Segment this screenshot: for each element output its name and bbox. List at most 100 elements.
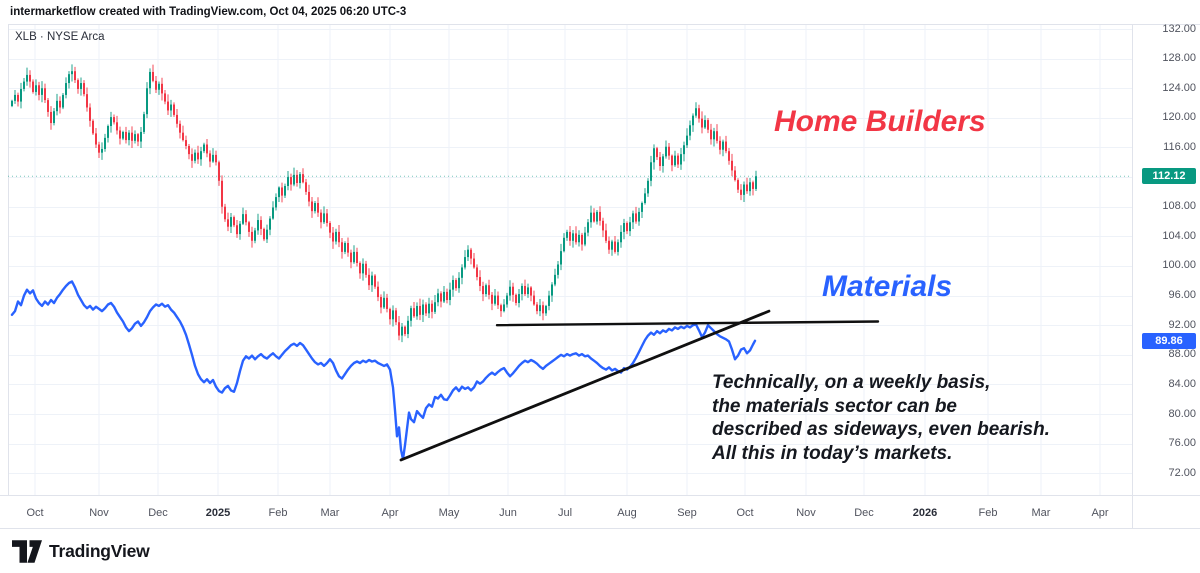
candle	[221, 175, 223, 214]
plot-frame	[0, 24, 1200, 529]
candle	[443, 286, 445, 303]
price-tick-label: 124.00	[1162, 81, 1196, 94]
candle	[503, 299, 505, 313]
candle	[122, 130, 124, 141]
trendline-drawing[interactable]	[399, 309, 771, 462]
price-tick-label: 108.00	[1162, 200, 1196, 213]
candle	[485, 283, 487, 297]
candle	[395, 307, 397, 326]
candle	[653, 144, 655, 170]
candle	[290, 173, 292, 191]
candle	[533, 290, 535, 306]
candle	[752, 180, 754, 196]
candle	[326, 208, 328, 227]
candle	[371, 271, 373, 292]
candle	[317, 197, 319, 217]
candle	[68, 71, 70, 89]
candle	[611, 239, 613, 256]
candle	[431, 300, 433, 319]
candle	[683, 141, 685, 162]
candle	[671, 154, 673, 172]
candle	[716, 124, 718, 144]
candle	[539, 299, 541, 317]
candle	[686, 128, 688, 149]
candle	[242, 207, 244, 225]
candle	[677, 153, 679, 168]
candle	[95, 128, 97, 148]
candle	[107, 124, 109, 143]
candle	[215, 150, 217, 166]
candle	[173, 102, 175, 117]
candle	[662, 153, 664, 173]
candle	[392, 305, 394, 327]
candle	[296, 170, 298, 187]
annotation-text[interactable]: Technically, on a weekly basis, the mate…	[712, 372, 1050, 464]
candle	[248, 220, 250, 237]
tradingview-logo-text: TradingView	[49, 541, 150, 561]
candle	[728, 148, 730, 165]
series-label-home-builders[interactable]: Home Builders	[774, 105, 986, 138]
candle	[140, 126, 142, 149]
candle	[692, 113, 694, 132]
candle	[746, 177, 748, 194]
candle	[377, 281, 379, 302]
candle	[263, 227, 265, 242]
candle	[398, 315, 400, 341]
trendline-drawing[interactable]	[495, 320, 880, 327]
candle	[428, 297, 430, 318]
time-tick-label: Nov	[796, 507, 816, 519]
price-tick-label: 120.00	[1162, 111, 1196, 124]
candle	[56, 93, 58, 116]
candle	[230, 213, 232, 234]
candle	[359, 261, 361, 279]
candle	[89, 103, 91, 127]
time-tick-label: Dec	[854, 507, 874, 519]
price-tick-label: 76.00	[1168, 437, 1196, 450]
candles-series-home-builders	[11, 64, 757, 343]
candle	[572, 230, 574, 248]
candle	[560, 243, 562, 271]
tradingview-logo[interactable]: TradingView	[12, 540, 150, 563]
price-tick-label: 132.00	[1162, 22, 1196, 35]
candle	[413, 302, 415, 318]
last-price-badge-materials: 89.86	[1142, 333, 1196, 350]
candle	[350, 249, 352, 269]
candle	[518, 288, 520, 308]
candle	[284, 183, 286, 199]
candle	[416, 302, 418, 320]
series-label-materials[interactable]: Materials	[822, 270, 953, 303]
candle	[626, 221, 628, 235]
symbol-title: XLB · NYSE Arca	[15, 31, 105, 43]
candle	[605, 223, 607, 244]
candle	[92, 119, 94, 135]
time-tick-label: Sep	[677, 507, 697, 519]
candle	[608, 236, 610, 254]
price-tick-label: 88.00	[1168, 348, 1196, 361]
candle	[599, 206, 601, 226]
candle	[206, 138, 208, 158]
candle	[668, 143, 670, 160]
candle	[200, 146, 202, 166]
candle	[659, 152, 661, 171]
time-tick-label: Aug	[617, 507, 637, 519]
candle	[389, 307, 391, 325]
candle	[332, 227, 334, 249]
candle	[551, 282, 553, 302]
candle	[80, 77, 82, 96]
candle	[725, 135, 727, 154]
tradingview-logo-icon	[12, 540, 42, 563]
candle	[491, 291, 493, 311]
candle	[239, 221, 241, 240]
candle	[563, 233, 565, 253]
candle	[299, 171, 301, 189]
candle	[347, 237, 349, 257]
candle	[23, 78, 25, 92]
price-tick-label: 92.00	[1168, 318, 1196, 331]
candle	[305, 178, 307, 195]
candle	[623, 218, 625, 240]
time-tick-label: May	[438, 507, 460, 519]
candle	[32, 79, 34, 94]
candle	[644, 188, 646, 205]
candle	[119, 126, 121, 145]
